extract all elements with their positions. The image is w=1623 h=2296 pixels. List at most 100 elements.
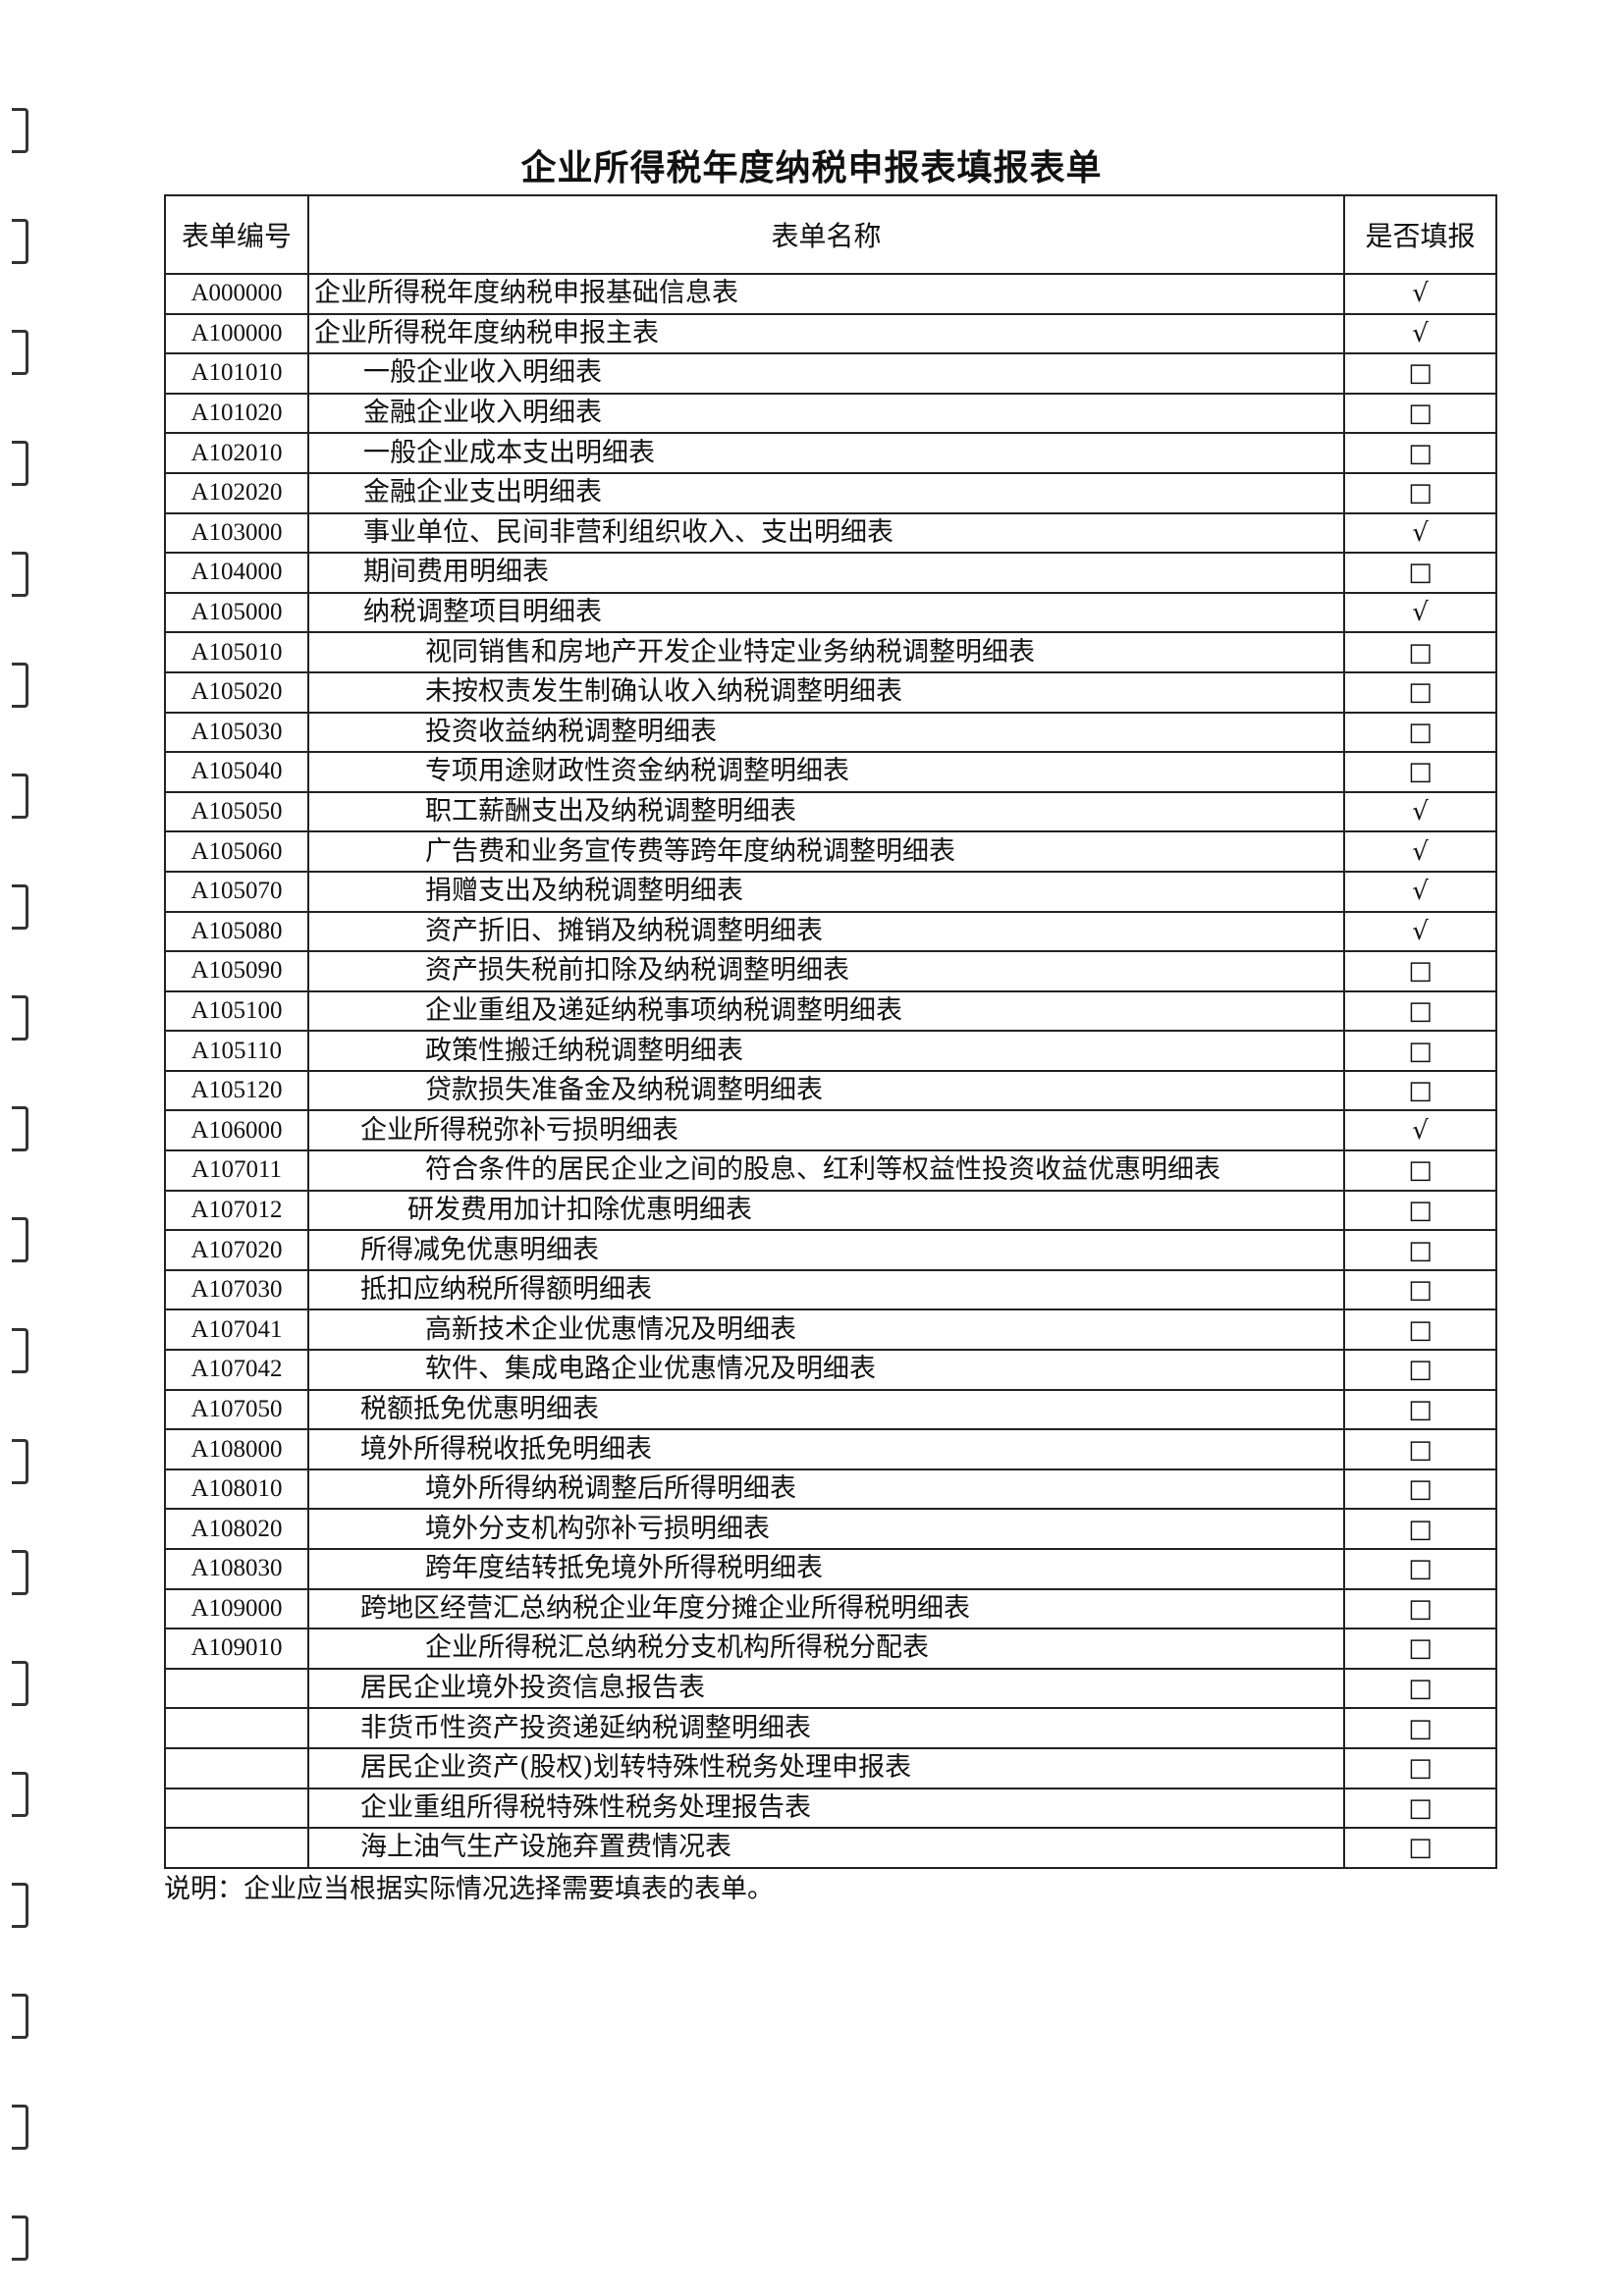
- checkbox-icon[interactable]: □: [1343, 1229, 1497, 1271]
- form-code: A105060: [164, 830, 309, 873]
- checkmark-icon[interactable]: √: [1343, 312, 1497, 355]
- table-row: A105060 广告费和业务宣传费等跨年度纳税调整明细表 √: [164, 830, 1497, 873]
- checkbox-icon[interactable]: □: [1343, 1468, 1497, 1511]
- binder-hole: [12, 995, 28, 1041]
- form-code: A105120: [164, 1069, 309, 1112]
- checkbox-icon[interactable]: □: [1343, 1149, 1497, 1192]
- checkbox-icon[interactable]: □: [1343, 392, 1497, 435]
- form-name: 贷款损失准备金及纳税调整明细表: [307, 1069, 1345, 1112]
- form-name: 高新技术企业优惠情况及明细表: [307, 1308, 1345, 1352]
- checkbox-icon[interactable]: □: [1343, 552, 1497, 594]
- table-row: A107041 高新技术企业优惠情况及明细表 □: [164, 1308, 1497, 1352]
- binder-hole: [12, 219, 28, 264]
- document-title: 企业所得税年度纳税申报表填报表单: [520, 147, 1103, 188]
- checkbox-icon[interactable]: □: [1343, 950, 1497, 992]
- checkbox-icon[interactable]: □: [1343, 711, 1497, 754]
- checkbox-icon[interactable]: □: [1343, 1827, 1497, 1869]
- checkmark-icon[interactable]: √: [1343, 910, 1497, 953]
- form-code: A107020: [164, 1229, 309, 1271]
- binder-hole: [12, 1439, 28, 1484]
- table-row: 非货币性资产投资递延纳税调整明细表 □: [164, 1707, 1497, 1749]
- binder-hole: [12, 1550, 28, 1595]
- form-code: A000000: [164, 273, 309, 315]
- checkbox-icon[interactable]: □: [1343, 1308, 1497, 1352]
- checkbox-icon[interactable]: □: [1343, 1508, 1497, 1550]
- form-name: 软件、集成电路企业优惠情况及明细表: [307, 1349, 1345, 1391]
- form-name: 居民企业境外投资信息报告表: [307, 1667, 1345, 1710]
- checkbox-icon[interactable]: □: [1343, 1746, 1497, 1789]
- checkbox-icon[interactable]: □: [1343, 1787, 1497, 1830]
- checkbox-icon[interactable]: □: [1343, 989, 1497, 1033]
- checkbox-icon[interactable]: □: [1343, 1707, 1497, 1749]
- form-name: 研发费用加计扣除优惠明细表: [307, 1189, 1345, 1232]
- table-row: A105050 职工薪酬支出及纳税调整明细表 √: [164, 790, 1497, 833]
- checkbox-icon[interactable]: □: [1343, 1548, 1497, 1590]
- form-code: A102010: [164, 432, 309, 474]
- table-row: A107042 软件、集成电路企业优惠情况及明细表 □: [164, 1349, 1497, 1391]
- checkbox-icon[interactable]: □: [1343, 751, 1497, 793]
- form-list-table: 表单编号 表单名称 是否填报 A000000 企业所得税年度纳税申报基础信息表 √ A…: [164, 194, 1497, 1869]
- form-name: 纳税调整项目明细表: [307, 591, 1345, 634]
- checkbox-icon[interactable]: □: [1343, 1587, 1497, 1630]
- form-name: 视同销售和房地产开发企业特定业务纳税调整明细表: [307, 631, 1345, 673]
- table-row: A108030 跨年度结转抵免境外所得税明细表 □: [164, 1548, 1497, 1590]
- table-row: A102020 金融企业支出明细表 □: [164, 471, 1497, 514]
- binder-hole: [12, 884, 28, 930]
- checkmark-icon[interactable]: √: [1343, 591, 1497, 634]
- table-row: A105000 纳税调整项目明细表 √: [164, 591, 1497, 634]
- checkbox-icon[interactable]: □: [1343, 1388, 1497, 1431]
- form-name: 税额抵免优惠明细表: [307, 1388, 1345, 1431]
- table-row: A102010 一般企业成本支出明细表 □: [164, 432, 1497, 474]
- form-name: 期间费用明细表: [307, 552, 1345, 594]
- form-name: 专项用途财政性资金纳税调整明细表: [307, 751, 1345, 793]
- table-row: A000000 企业所得税年度纳税申报基础信息表 √: [164, 273, 1497, 315]
- form-code: A109010: [164, 1628, 309, 1670]
- table-row: A107011 符合条件的居民企业之间的股息、红利等权益性投资收益优惠明细表 □: [164, 1149, 1497, 1192]
- table-row: A105070 捐赠支出及纳税调整明细表 √: [164, 870, 1497, 913]
- checkbox-icon[interactable]: □: [1343, 670, 1497, 714]
- table-row: A101010 一般企业收入明细表 □: [164, 352, 1497, 395]
- table-row: A105120 贷款损失准备金及纳税调整明细表 □: [164, 1069, 1497, 1112]
- checkmark-icon[interactable]: √: [1343, 870, 1497, 913]
- checkbox-icon[interactable]: □: [1343, 1069, 1497, 1112]
- checkbox-icon[interactable]: □: [1343, 352, 1497, 395]
- table-row: 海上油气生产设施弃置费情况表 □: [164, 1827, 1497, 1869]
- header-filled: 是否填报: [1343, 194, 1497, 275]
- checkmark-icon[interactable]: √: [1343, 1109, 1497, 1152]
- form-name: 未按权责发生制确认收入纳税调整明细表: [307, 670, 1345, 714]
- form-code: A101010: [164, 352, 309, 395]
- binder-hole: [12, 330, 28, 375]
- checkbox-icon[interactable]: □: [1343, 1030, 1497, 1072]
- checkbox-icon[interactable]: □: [1343, 432, 1497, 474]
- form-name: 职工薪酬支出及纳税调整明细表: [307, 790, 1345, 833]
- checkbox-icon[interactable]: □: [1343, 1349, 1497, 1391]
- checkbox-icon[interactable]: □: [1343, 631, 1497, 673]
- form-name: 跨年度结转抵免境外所得税明细表: [307, 1548, 1345, 1590]
- checkbox-icon[interactable]: □: [1343, 1667, 1497, 1710]
- table-row: A103000 事业单位、民间非营利组织收入、支出明细表 √: [164, 511, 1497, 555]
- checkmark-icon[interactable]: √: [1343, 273, 1497, 315]
- binder-hole: [12, 2216, 28, 2261]
- checkbox-icon[interactable]: □: [1343, 1428, 1497, 1470]
- table-row: A106000 企业所得税弥补亏损明细表 √: [164, 1109, 1497, 1152]
- binder-hole: [12, 1217, 28, 1262]
- form-code: A109000: [164, 1587, 309, 1630]
- form-code: A105100: [164, 989, 309, 1033]
- table-row: A105090 资产损失税前扣除及纳税调整明细表 □: [164, 950, 1497, 992]
- form-code: A108000: [164, 1428, 309, 1470]
- binder-hole: [12, 1772, 28, 1817]
- checkmark-icon[interactable]: √: [1343, 790, 1497, 833]
- checkbox-icon[interactable]: □: [1343, 1268, 1497, 1311]
- form-code: A105070: [164, 870, 309, 913]
- form-code: [164, 1787, 309, 1830]
- checkbox-icon[interactable]: □: [1343, 471, 1497, 514]
- checkmark-icon[interactable]: √: [1343, 830, 1497, 873]
- checkbox-icon[interactable]: □: [1343, 1189, 1497, 1232]
- form-name: 企业重组所得税特殊性税务处理报告表: [307, 1787, 1345, 1830]
- form-name: 广告费和业务宣传费等跨年度纳税调整明细表: [307, 830, 1345, 873]
- table-row: A104000 期间费用明细表 □: [164, 552, 1497, 594]
- checkbox-icon[interactable]: □: [1343, 1628, 1497, 1670]
- binder-hole: [12, 1994, 28, 2039]
- checkmark-icon[interactable]: √: [1343, 511, 1497, 555]
- form-name: 一般企业收入明细表: [307, 352, 1345, 395]
